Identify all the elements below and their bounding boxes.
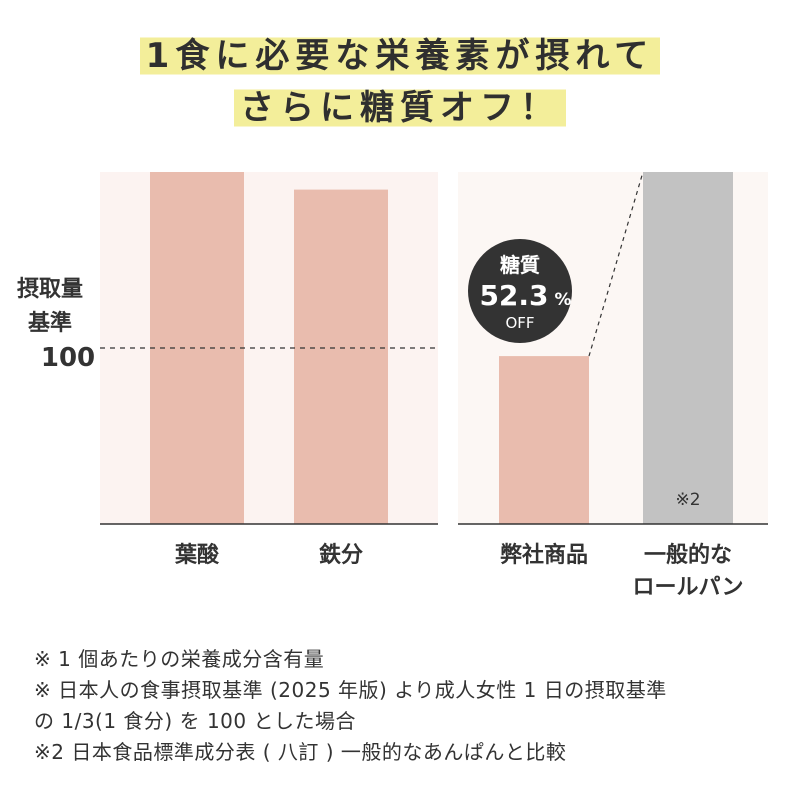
footnote-2: ※ 日本人の食事摂取基準 (2025 年版) より成人女性 1 日の摂取基準 (34, 678, 667, 702)
bar-note-label: ※2 (675, 490, 700, 510)
badge-value: 52.3 (479, 279, 548, 312)
x-tick-label: 一般的な (644, 542, 732, 568)
badge-unit: % (554, 290, 571, 310)
bar-iron (294, 189, 388, 524)
x-tick-label: 鉄分 (319, 542, 363, 568)
bar-folic-acid (150, 172, 244, 524)
headline-text-1: 1食に必要な栄養素が摂れて (139, 34, 661, 78)
bar-typical-roll (643, 172, 733, 524)
bar-our-product (499, 356, 589, 524)
badge-line-1: 糖質 (500, 253, 540, 277)
badge-circle (468, 239, 572, 343)
headline-line-1: 1食に必要な栄養素が摂れて (0, 34, 800, 78)
headline-line-2: さらに糖質オフ！ (0, 86, 800, 130)
reference-label-line-2: 基準 (28, 310, 72, 336)
footnote-1: ※ 1 個あたりの栄養成分含有量 (34, 647, 325, 671)
footnotes: ※ 1 個あたりの栄養成分含有量 ※ 日本人の食事摂取基準 (2025 年版) … (34, 644, 784, 768)
x-tick-label: 葉酸 (174, 543, 220, 568)
reference-label-line-1: 摂取量 (17, 276, 83, 302)
footnote-2-continued: の 1/3(1 食分) を 100 とした場合 (34, 709, 356, 733)
reference-value-label: 100 (41, 343, 95, 373)
footnote-3: ※2 日本食品標準成分表 ( 八訂 ) 一般的なあんぱんと比較 (34, 740, 567, 764)
x-tick-label: ロールパン (632, 575, 743, 600)
x-tick-label: 弊社商品 (500, 542, 588, 568)
headline-text-2: さらに糖質オフ！ (234, 86, 566, 130)
carb-off-badge: 糖質 52.3 % OFF (468, 239, 572, 343)
badge-line-3: OFF (505, 314, 534, 332)
